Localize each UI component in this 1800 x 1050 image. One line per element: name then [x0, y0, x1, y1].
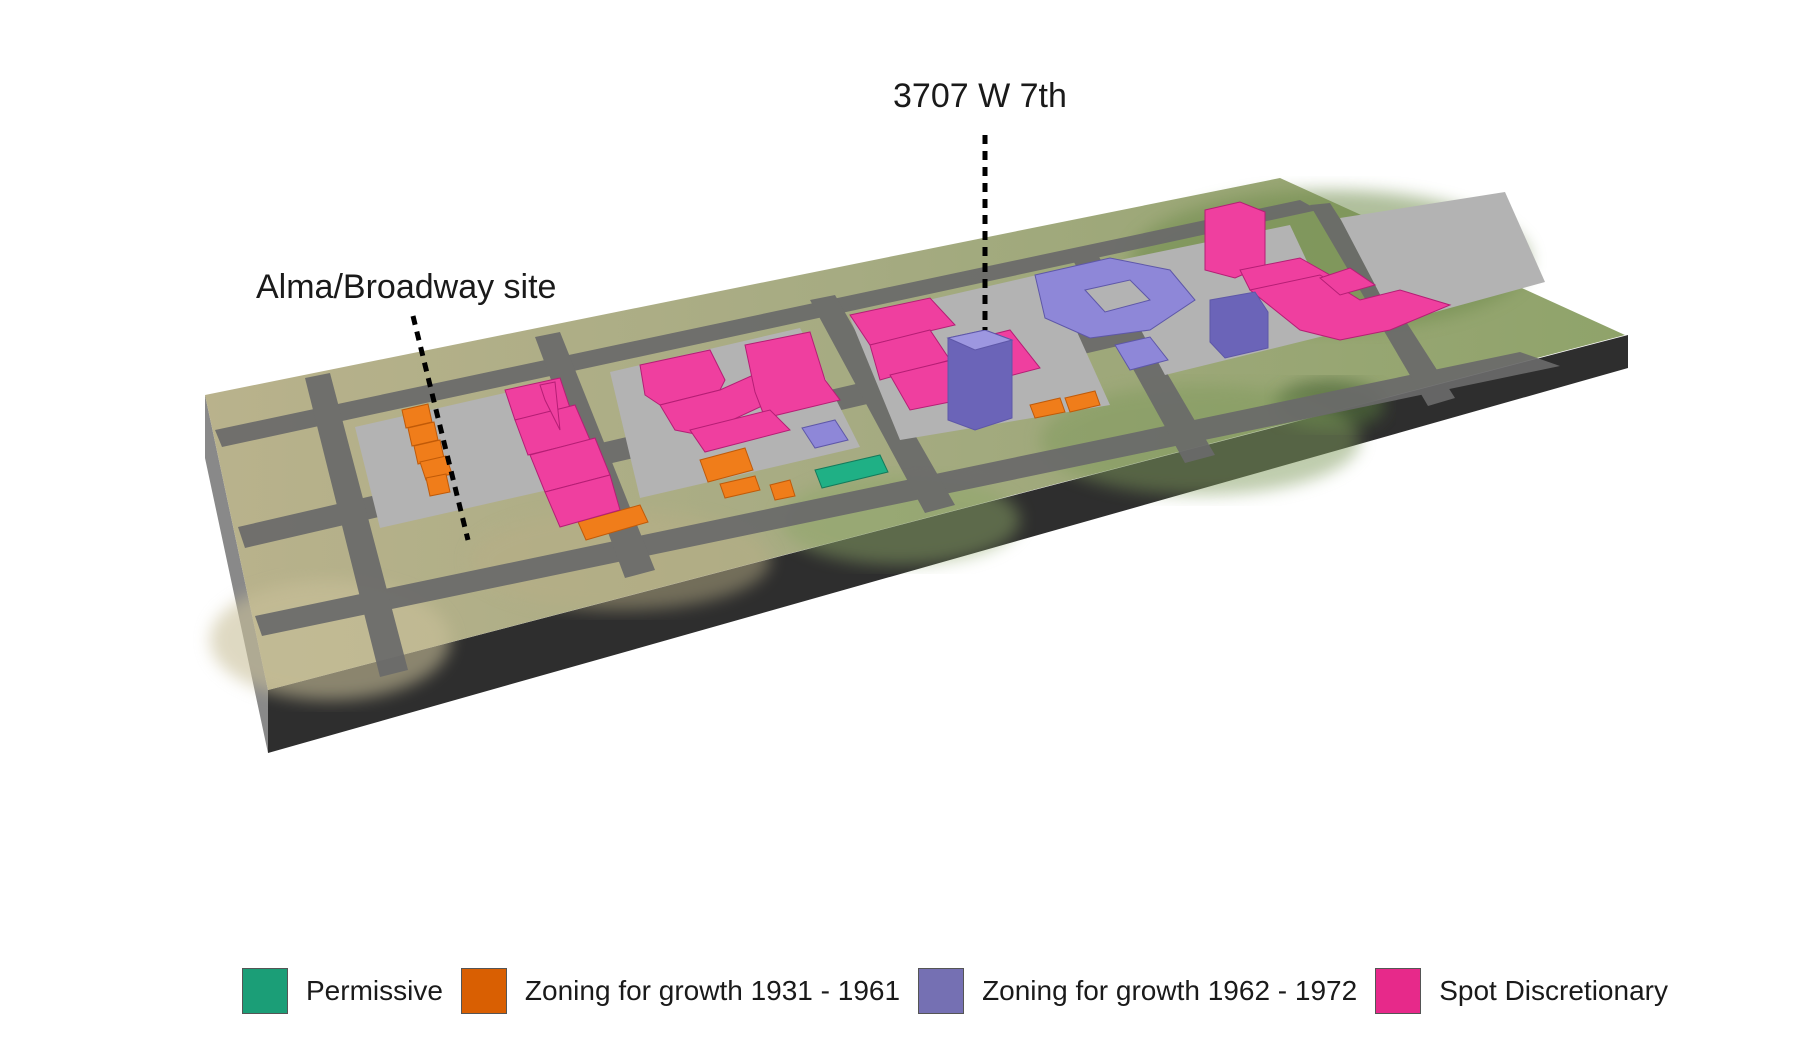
alma-broadway-label: Alma/Broadway site — [256, 268, 556, 306]
3707-w-7th-label: 3707 W 7th — [893, 77, 1067, 115]
legend-swatch-growth-1962-1972 — [918, 968, 965, 1014]
legend: Permissive Zoning for growth 1931 - 1961… — [242, 968, 1686, 1014]
legend-label-growth-1931-1961: Zoning for growth 1931 - 1961 — [524, 975, 901, 1006]
cross-street-1 — [305, 373, 408, 677]
legend-swatch-spot-discretionary — [1375, 968, 1422, 1014]
legend-item-spot-discretionary: Spot Discretionary — [1375, 968, 1668, 1014]
legend-label-permissive: Permissive — [306, 975, 443, 1006]
legend-swatch-permissive — [242, 968, 288, 1014]
legend-label-growth-1962-1972: Zoning for growth 1962 - 1972 — [982, 975, 1358, 1006]
cross-street-3 — [810, 295, 955, 513]
road-north — [215, 200, 1318, 447]
parcel-block-5 — [1340, 192, 1545, 323]
legend-swatch-growth-1931-1961 — [460, 968, 507, 1014]
buildings-permissive — [814, 454, 889, 489]
legend-item-permissive: Permissive — [242, 968, 443, 1014]
legend-label-spot-discretionary: Spot Discretionary — [1439, 975, 1668, 1006]
road-south — [255, 352, 1560, 636]
alma-leader-line — [410, 315, 471, 541]
legend-item-growth-1962-1972: Zoning for growth 1962 - 1972 — [918, 968, 1357, 1014]
buildings-growth-1931-1961 — [401, 390, 1101, 541]
buildings-growth-1962-1972 — [801, 257, 1269, 449]
callout-leaders — [410, 135, 988, 541]
legend-item-growth-1931-1961: Zoning for growth 1931 - 1961 — [460, 968, 901, 1014]
